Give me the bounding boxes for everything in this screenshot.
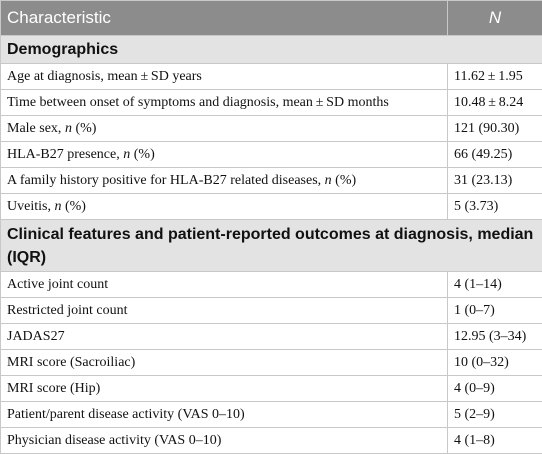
label-text: Uveitis, [7, 199, 54, 214]
value-cell: 11.62 ± 1.95 [448, 64, 542, 90]
value-cell: 4 (0–9) [448, 376, 542, 402]
label-cell: Time between onset of symptoms and diagn… [1, 90, 448, 116]
data-row: Patient/parent disease activity (VAS 0–1… [1, 402, 542, 428]
label-text: n [65, 121, 72, 136]
label-cell: Physician disease activity (VAS 0–10) [1, 428, 448, 454]
value-cell: 31 (23.13) [448, 168, 542, 194]
label-text: n [325, 173, 332, 188]
header-row: Characteristic N [1, 1, 542, 36]
data-row: A family history positive for HLA-B27 re… [1, 168, 542, 194]
label-text: A family history positive for HLA-B27 re… [7, 173, 325, 188]
label-cell: Male sex, n (%) [1, 116, 448, 142]
label-cell: Patient/parent disease activity (VAS 0–1… [1, 402, 448, 428]
label-cell: HLA-B27 presence, n (%) [1, 142, 448, 168]
label-text: JADAS27 [7, 329, 65, 344]
data-row: Time between onset of symptoms and diagn… [1, 90, 542, 116]
label-text: Physician disease activity (VAS 0–10) [7, 433, 221, 448]
data-row: MRI score (Hip) 4 (0–9) [1, 376, 542, 402]
label-cell: Age at diagnosis, mean ± SD years [1, 64, 448, 90]
label-text: Active joint count [7, 277, 108, 292]
label-text: HLA-B27 presence, [7, 147, 123, 162]
value-cell: 5 (3.73) [448, 194, 542, 220]
data-row: Active joint count 4 (1–14) [1, 272, 542, 298]
label-cell: MRI score (Hip) [1, 376, 448, 402]
label-cell: Restricted joint count [1, 298, 448, 324]
label-text: Patient/parent disease activity (VAS 0–1… [7, 407, 245, 422]
label-text: (%) [61, 199, 86, 214]
label-text: (%) [130, 147, 155, 162]
value-cell: 5 (2–9) [448, 402, 542, 428]
label-text: Age at diagnosis, mean ± SD years [7, 69, 202, 84]
label-text: Time between onset of symptoms and diagn… [7, 95, 389, 110]
value-cell: 1 (0–7) [448, 298, 542, 324]
section-title: Demographics [1, 36, 542, 64]
data-row: MRI score (Sacroiliac) 10 (0–32) [1, 350, 542, 376]
data-row: JADAS27 12.95 (3–34) [1, 324, 542, 350]
data-row: Uveitis, n (%)5 (3.73) [1, 194, 542, 220]
label-text: Male sex, [7, 121, 65, 136]
value-cell: 4 (1–14) [448, 272, 542, 298]
label-text: MRI score (Sacroiliac) [7, 355, 135, 370]
label-text: (%) [72, 121, 97, 136]
label-cell: JADAS27 [1, 324, 448, 350]
label-cell: Active joint count [1, 272, 448, 298]
value-cell: 10 (0–32) [448, 350, 542, 376]
data-row: Age at diagnosis, mean ± SD years 11.62 ±… [1, 64, 542, 90]
value-cell: 66 (49.25) [448, 142, 542, 168]
section-title: Clinical features and patient-reported o… [1, 220, 542, 272]
header-cell: N [448, 1, 542, 36]
header-cell: Characteristic [1, 1, 448, 36]
section-row: Clinical features and patient-reported o… [1, 220, 542, 272]
value-cell: 12.95 (3–34) [448, 324, 542, 350]
value-cell: 121 (90.30) [448, 116, 542, 142]
data-row: HLA-B27 presence, n (%)66 (49.25) [1, 142, 542, 168]
label-text: (%) [332, 173, 357, 188]
data-row: Physician disease activity (VAS 0–10) 4 (… [1, 428, 542, 454]
value-cell: 10.48 ± 8.24 [448, 90, 542, 116]
label-cell: A family history positive for HLA-B27 re… [1, 168, 448, 194]
section-row: Demographics [1, 36, 542, 64]
label-text: Restricted joint count [7, 303, 128, 318]
label-text: MRI score (Hip) [7, 381, 100, 396]
label-cell: MRI score (Sacroiliac) [1, 350, 448, 376]
data-row: Restricted joint count 1 (0–7) [1, 298, 542, 324]
data-row: Male sex, n (%)121 (90.30) [1, 116, 542, 142]
value-cell: 4 (1–8) [448, 428, 542, 454]
label-cell: Uveitis, n (%) [1, 194, 448, 220]
